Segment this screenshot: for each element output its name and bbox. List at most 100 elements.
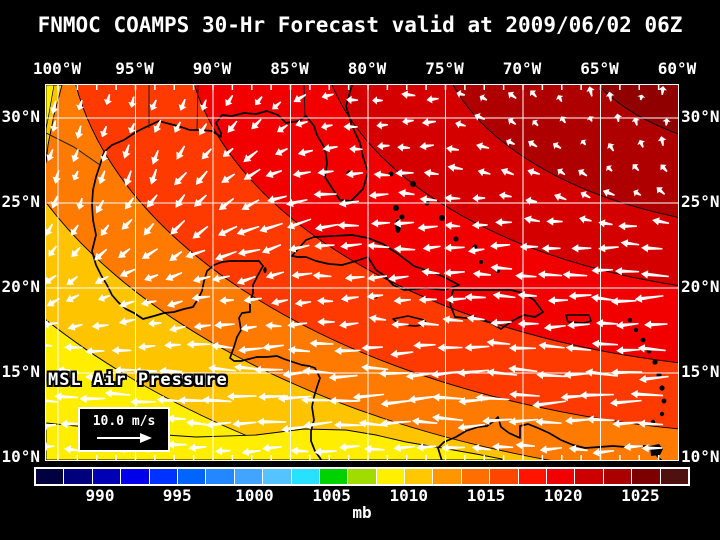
wind-arrow [349, 144, 363, 154]
wind-arrow [339, 320, 359, 329]
wind-arrow [532, 119, 539, 127]
lat-tick-label: 20°N [1, 277, 40, 296]
wind-arrow [426, 95, 439, 104]
wind-arrow [474, 112, 486, 121]
wind-arrow [293, 93, 307, 103]
wind-arrow [586, 116, 595, 122]
wind-arrow [71, 148, 80, 163]
wind-arrow [111, 346, 132, 355]
wind-arrow [536, 370, 567, 380]
wind-arrow [71, 246, 81, 258]
wind-arrow [148, 319, 162, 328]
wind-arrow [591, 266, 613, 275]
wind-arrow [67, 322, 83, 331]
wind-arrow [486, 368, 518, 377]
wind-arrow [441, 443, 466, 453]
wind-arrow [623, 442, 644, 452]
wind-arrow [464, 343, 490, 352]
wind-arrow [447, 163, 464, 172]
wind-arrow [361, 343, 383, 352]
wind-arrow [118, 299, 135, 308]
wind-arrow [571, 244, 592, 253]
wind-arrow [517, 319, 539, 329]
wind-arrow [401, 90, 416, 99]
island-antilles [640, 337, 646, 343]
wind-arrow [46, 297, 60, 307]
wind-arrow [377, 141, 390, 151]
wind-arrow [618, 221, 638, 231]
wind-arrow [337, 221, 359, 230]
wind-arrow [169, 324, 186, 333]
colorbar-cell [603, 469, 633, 484]
wind-arrow [288, 244, 310, 253]
wind-arrow [295, 119, 308, 128]
wind-arrow [482, 416, 513, 425]
wind-arrow [620, 239, 640, 248]
tick-marks [57, 85, 660, 460]
wind-arrow [122, 144, 131, 159]
wind-arrow [113, 366, 136, 375]
page-title: FNMOC COAMPS 30-Hr Forecast valid at 200… [37, 13, 683, 37]
lon-tick-label: 85°W [270, 59, 309, 78]
wind-arrow [225, 94, 234, 107]
wind-arrow [471, 220, 488, 230]
wind-arrow [226, 392, 257, 401]
colorbar-cell [376, 469, 406, 484]
wind-arrow [195, 170, 208, 185]
wind-arrow [527, 168, 541, 177]
wind-arrow [265, 170, 283, 178]
wind-arrow [568, 291, 592, 301]
wind-arrow [210, 341, 233, 351]
wind-arrow [85, 372, 110, 382]
island-bahama [453, 236, 459, 242]
wind-arrow [613, 113, 623, 123]
wind-arrow [492, 291, 516, 300]
wind-arrow [164, 340, 181, 350]
wind-arrow [243, 150, 258, 163]
wind-arrow [340, 294, 359, 303]
lon-tick-label: 65°W [580, 59, 619, 78]
wind-arrow [103, 94, 112, 106]
wind-arrow [176, 145, 186, 160]
wind-arrow [532, 400, 567, 409]
lat-tick-label: 30°N [681, 107, 720, 126]
wind-arrow [579, 215, 592, 224]
wind-arrow [237, 248, 261, 257]
wind-arrow [457, 368, 490, 377]
pressure-contour-bands [46, 85, 678, 460]
wind-arrow [598, 219, 613, 228]
wind-arrow [640, 270, 669, 279]
wind-arrow [432, 393, 465, 402]
wind-scale-legend: 10.0 m/s [78, 407, 170, 452]
wind-arrow [192, 275, 211, 284]
wind-arrow [535, 417, 562, 427]
wind-arrow [539, 445, 563, 454]
wind-arrow [100, 224, 110, 237]
wind-arrow [444, 193, 461, 203]
island-antilles [652, 359, 658, 365]
island-antilles [633, 327, 639, 333]
wind-arrow [100, 150, 109, 162]
wind-arrow [201, 395, 232, 405]
wind-arrow [402, 117, 414, 126]
wind-arrow [191, 293, 211, 302]
wind-arrow [366, 291, 384, 301]
lon-tick-label: 75°W [425, 59, 464, 78]
colorbar-tick-label: 990 [85, 486, 115, 505]
wind-arrow [538, 341, 565, 350]
wind-arrow [321, 91, 334, 100]
wind-arrow [595, 319, 619, 328]
wind-arrow [262, 443, 282, 453]
wind-arrow [517, 291, 537, 300]
wind-arrow [166, 414, 186, 423]
wind-arrow [48, 245, 57, 257]
wind-arrow [471, 444, 491, 453]
wind-arrow [586, 415, 615, 424]
wind-arrow [65, 294, 80, 303]
wind-arrow [637, 139, 646, 148]
wind-arrow [388, 274, 409, 283]
wind-arrow [281, 424, 311, 434]
wind-arrow [287, 345, 311, 355]
wind-arrow [317, 317, 335, 327]
wind-arrow [329, 396, 360, 405]
